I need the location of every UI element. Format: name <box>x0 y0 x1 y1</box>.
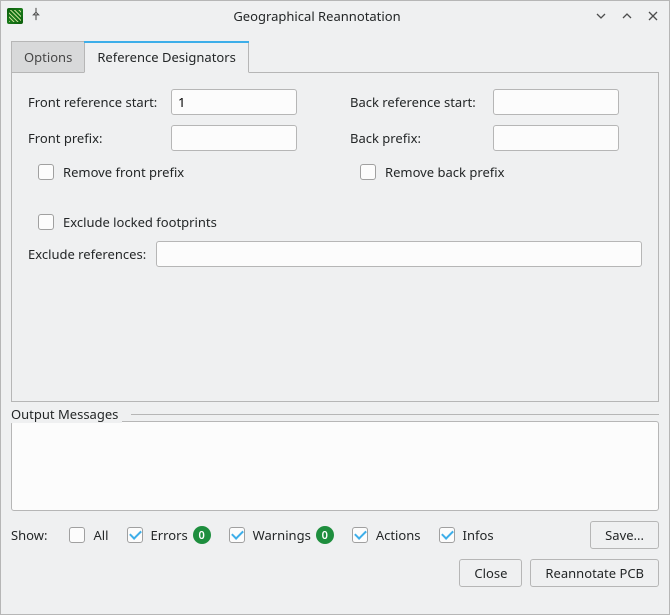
output-messages-group: Output Messages Show: All Errors 0 Warni… <box>11 414 659 549</box>
tab-reference-designators[interactable]: Reference Designators <box>84 41 249 73</box>
pin-icon[interactable] <box>29 7 43 25</box>
back-ref-start-input[interactable] <box>493 89 619 115</box>
tab-bar: Options Reference Designators <box>11 41 659 73</box>
front-prefix-label: Front prefix: <box>28 129 163 147</box>
warnings-label: Warnings <box>253 526 311 544</box>
output-messages-box[interactable] <box>11 421 659 511</box>
output-messages-legend: Output Messages <box>11 405 122 423</box>
front-ref-start-group: Front reference start: <box>28 89 320 115</box>
filter-warnings: Warnings 0 <box>225 524 334 546</box>
exclude-refs-label: Exclude references: <box>28 245 146 263</box>
front-ref-start-label: Front reference start: <box>28 93 163 111</box>
remove-front-prefix-checkbox[interactable] <box>38 164 54 180</box>
remove-back-prefix-checkbox[interactable] <box>360 164 376 180</box>
reannotate-button[interactable]: Reannotate PCB <box>530 559 659 587</box>
close-button[interactable]: Close <box>459 559 522 587</box>
tab-options[interactable]: Options <box>11 41 85 73</box>
front-prefix-group: Front prefix: <box>28 125 320 151</box>
group-frame-line <box>131 414 659 415</box>
remove-front-prefix-group: Remove front prefix <box>28 161 320 183</box>
actions-checkbox[interactable] <box>352 527 368 543</box>
all-label: All <box>93 526 108 544</box>
errors-checkbox[interactable] <box>127 527 143 543</box>
back-ref-start-group: Back reference start: <box>350 89 642 115</box>
remove-back-prefix-group: Remove back prefix <box>350 161 642 183</box>
remove-back-prefix-label: Remove back prefix <box>385 163 504 181</box>
dialog-window: Geographical Reannotation Options Refere… <box>0 0 670 615</box>
dialog-footer: Close Reannotate PCB <box>11 559 659 587</box>
form-row: Front reference start: Back reference st… <box>28 89 642 115</box>
all-checkbox[interactable] <box>69 527 85 543</box>
form-row: Front prefix: Back prefix: <box>28 125 642 151</box>
warnings-count-badge: 0 <box>316 526 334 544</box>
tab-panel: Front reference start: Back reference st… <box>11 72 659 402</box>
content-area: Options Reference Designators Front refe… <box>1 31 669 614</box>
app-icon <box>7 8 23 24</box>
filter-all: All <box>65 524 108 546</box>
errors-label: Errors <box>151 526 188 544</box>
back-prefix-input[interactable] <box>493 125 619 151</box>
front-ref-start-input[interactable] <box>171 89 297 115</box>
warnings-checkbox[interactable] <box>229 527 245 543</box>
exclude-locked-checkbox[interactable] <box>38 214 54 230</box>
check-row: Remove front prefix Remove back prefix <box>28 161 642 183</box>
spacer <box>28 191 642 211</box>
exclude-locked-label: Exclude locked footprints <box>63 213 217 231</box>
exclude-locked-group: Exclude locked footprints <box>28 211 642 233</box>
save-button[interactable]: Save... <box>590 521 659 549</box>
back-ref-start-label: Back reference start: <box>350 93 485 111</box>
filter-infos: Infos <box>435 524 494 546</box>
remove-front-prefix-label: Remove front prefix <box>63 163 184 181</box>
back-prefix-group: Back prefix: <box>350 125 642 151</box>
maximize-button[interactable] <box>617 6 637 26</box>
errors-count-badge: 0 <box>193 526 211 544</box>
exclude-refs-group: Exclude references: <box>28 241 642 267</box>
show-label: Show: <box>11 526 47 544</box>
front-prefix-input[interactable] <box>171 125 297 151</box>
infos-label: Infos <box>463 526 494 544</box>
actions-label: Actions <box>376 526 421 544</box>
back-prefix-label: Back prefix: <box>350 129 485 147</box>
window-title: Geographical Reannotation <box>49 7 585 25</box>
minimize-button[interactable] <box>591 6 611 26</box>
filter-errors: Errors 0 <box>123 524 211 546</box>
titlebar: Geographical Reannotation <box>1 1 669 31</box>
filter-actions: Actions <box>348 524 421 546</box>
exclude-refs-input[interactable] <box>156 241 642 267</box>
infos-checkbox[interactable] <box>439 527 455 543</box>
close-window-button[interactable] <box>643 6 663 26</box>
filter-row: Show: All Errors 0 Warnings 0 <box>11 521 659 549</box>
